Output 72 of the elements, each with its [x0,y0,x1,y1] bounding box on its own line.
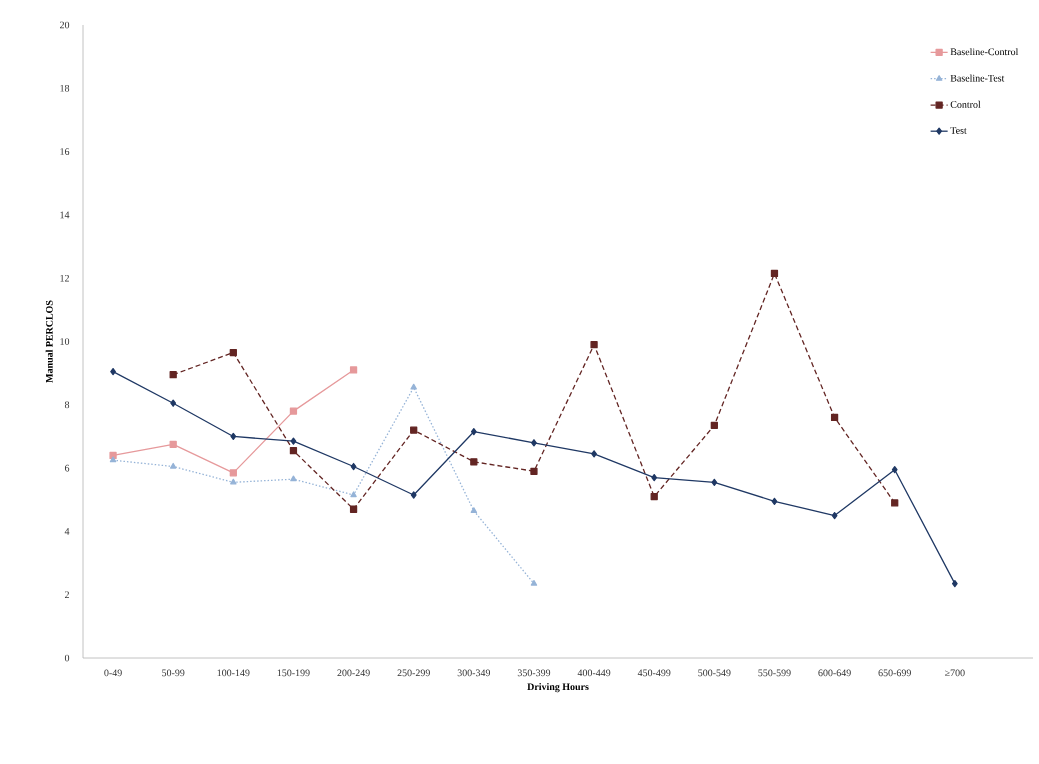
point [169,462,177,469]
legend-label: Baseline-Control [950,48,1019,56]
x-tick-label: 500-549 [698,669,731,677]
point [289,407,298,415]
point [350,491,357,498]
point [530,467,538,475]
point [229,469,237,477]
point [891,466,898,474]
point [530,579,538,586]
point [289,447,298,455]
x-tick-label: 200-249 [337,669,370,677]
point [650,492,658,501]
y-tick-label: 20 [59,21,70,29]
x-tick-label: 250-299 [397,669,430,677]
y-tick-label: 2 [64,591,69,598]
x-tick-label: 150-199 [277,669,310,677]
point [410,383,417,390]
point [230,478,237,485]
y-tick-label: 16 [60,148,70,155]
point [410,491,417,499]
legend-label: Test [950,127,967,134]
point [470,428,477,436]
point [591,450,597,458]
x-tick-label: 0-49 [104,669,122,677]
point [290,475,297,482]
point [651,473,658,482]
point [831,511,838,520]
point [711,478,718,486]
point [349,505,358,513]
point [531,439,537,447]
y-tick-label: 12 [60,274,69,282]
x-tick-label: 550-599 [758,669,791,677]
point [951,579,958,588]
legend-label: Control [950,100,981,108]
x-tick-label: 350-399 [517,669,551,677]
point [710,421,718,430]
point [170,399,177,407]
point [771,497,778,505]
point [350,462,357,471]
point [169,371,177,379]
y-tick-label: 8 [64,401,70,409]
point [891,499,899,507]
point [169,440,177,448]
y-tick-label: 10 [60,338,70,345]
y-axis-title: Manual PERCLOS [45,300,53,383]
point [830,413,839,422]
y-tick-label: 4 [64,528,70,535]
x-tick-label: 50-99 [162,669,185,677]
x-tick-label: 650-699 [878,669,911,677]
x-axis-title: Driving Hours [527,683,589,693]
x-tick-label: ≥700 [945,669,965,677]
point [770,269,779,278]
x-tick-label: 100-149 [217,669,250,677]
point [470,507,478,513]
y-tick-label: 18 [60,84,70,92]
point [590,341,598,349]
x-tick-label: 300-349 [457,669,491,677]
point [229,348,237,357]
point [410,426,418,434]
y-tick-label: 6 [64,464,70,472]
legend-label: Baseline-Test [950,74,1005,82]
point [349,366,358,374]
x-tick-label: 600-649 [818,669,851,677]
x-tick-label: 450-499 [637,669,671,677]
point [230,432,237,441]
x-tick-label: 400-449 [577,669,611,677]
point [290,437,297,445]
y-tick-label: 14 [60,211,70,219]
y-tick-label: 0 [64,654,70,662]
point [109,456,117,463]
point [109,451,117,460]
point [470,458,478,466]
